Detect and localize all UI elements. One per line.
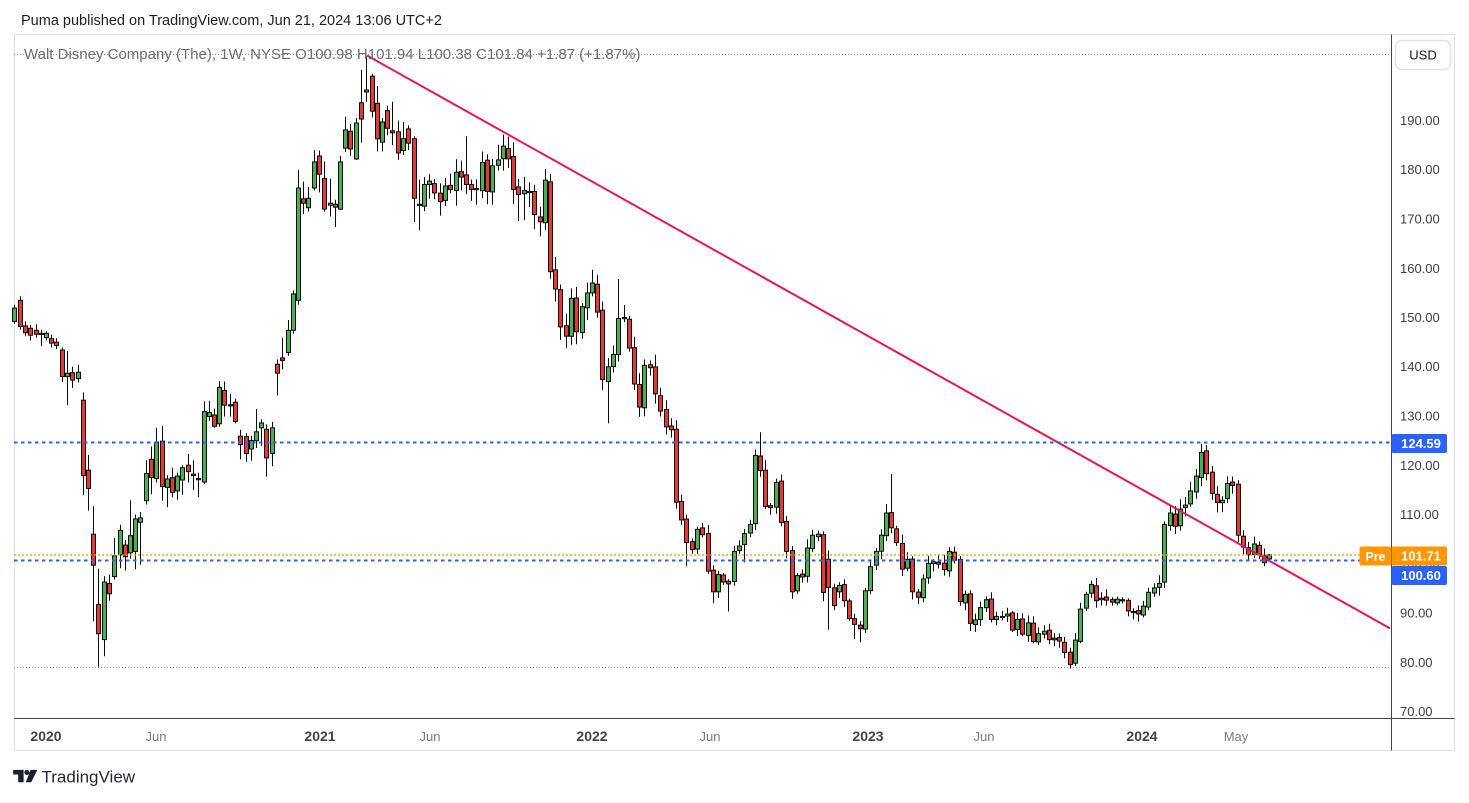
svg-text:Puma published on TradingView.: Puma published on TradingView.com, Jun 2…	[21, 13, 442, 29]
svg-text:180.00: 180.00	[1400, 162, 1440, 177]
svg-text:Jun: Jun	[700, 729, 721, 744]
svg-text:Walt Disney Company (The), 1W,: Walt Disney Company (The), 1W, NYSE O100…	[24, 46, 640, 63]
svg-text:Jun: Jun	[974, 729, 995, 744]
svg-text:Jun: Jun	[420, 729, 441, 744]
svg-text:2024: 2024	[1126, 728, 1157, 744]
svg-text:2022: 2022	[576, 728, 607, 744]
svg-text:2021: 2021	[304, 728, 335, 744]
svg-text:70.00: 70.00	[1400, 704, 1433, 719]
svg-text:110.00: 110.00	[1400, 507, 1439, 522]
svg-text:170.00: 170.00	[1400, 212, 1440, 227]
svg-text:124.59: 124.59	[1401, 436, 1441, 451]
svg-text:2020: 2020	[30, 728, 61, 744]
svg-text:190.00: 190.00	[1400, 113, 1440, 128]
svg-text:80.00: 80.00	[1400, 655, 1433, 670]
svg-text:May: May	[1224, 729, 1249, 744]
svg-text:90.00: 90.00	[1400, 606, 1433, 621]
svg-text:140.00: 140.00	[1400, 359, 1440, 374]
svg-text:Jun: Jun	[146, 729, 167, 744]
svg-text:101.71: 101.71	[1401, 549, 1441, 564]
svg-text:120.00: 120.00	[1400, 458, 1440, 473]
svg-text:Pre: Pre	[1365, 550, 1385, 564]
svg-text:100.60: 100.60	[1401, 568, 1441, 583]
svg-text:TradingView: TradingView	[42, 768, 136, 787]
svg-text:130.00: 130.00	[1400, 409, 1440, 424]
svg-text:160.00: 160.00	[1400, 261, 1440, 276]
svg-text:150.00: 150.00	[1400, 310, 1440, 325]
svg-text:2023: 2023	[852, 728, 883, 744]
svg-text:USD: USD	[1409, 48, 1436, 63]
